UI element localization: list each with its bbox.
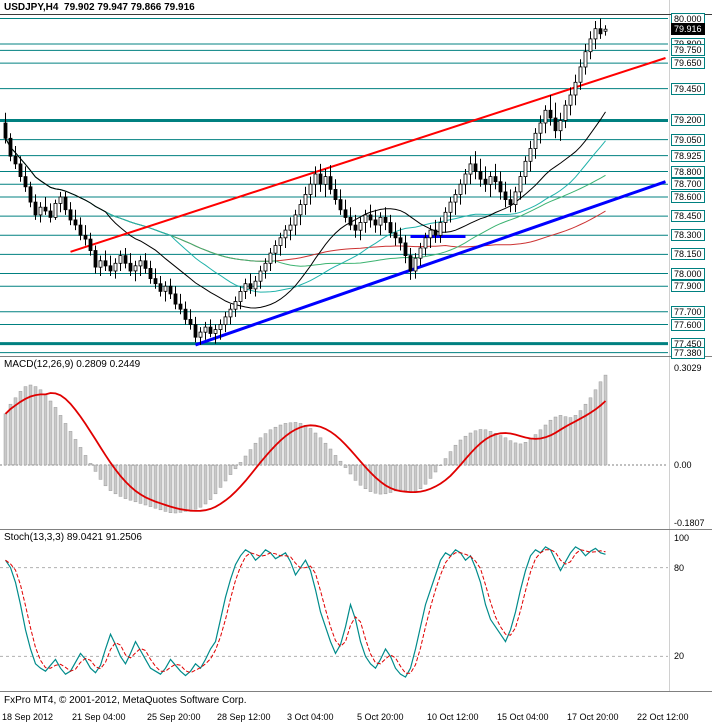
panel-divider-bottom xyxy=(0,691,712,692)
time-axis-label: 28 Sep 12:00 xyxy=(217,712,271,722)
stoch-main-line[interactable] xyxy=(5,546,606,678)
macd-panel[interactable] xyxy=(0,357,712,529)
current-price-label: 79.916 xyxy=(671,23,705,35)
stoch-scale-label: 100 xyxy=(673,533,691,543)
panel-divider-macd xyxy=(0,356,712,357)
time-axis[interactable]: 18 Sep 2012 21 Sep 04:00 25 Sep 20:00 28 Se… xyxy=(0,712,712,727)
time-axis-label: 10 Oct 12:00 xyxy=(427,712,479,722)
price-level-label: 78.000 xyxy=(671,268,705,280)
time-axis-label: 15 Oct 04:00 xyxy=(497,712,549,722)
stoch-indicator-title: Stoch(13,3,3) 89.0421 91.2506 xyxy=(4,532,142,543)
scale-divider xyxy=(669,0,670,691)
price-level-label: 79.450 xyxy=(671,83,705,95)
price-scale[interactable]: 80.00079.80079.75079.65079.45079.20079.0… xyxy=(670,0,712,359)
time-axis-label: 25 Sep 20:00 xyxy=(147,712,201,722)
chart-symbol-title: USDJPY,H4 79.902 79.947 79.866 79.916 xyxy=(4,2,195,13)
time-axis-label: 3 Oct 04:00 xyxy=(287,712,334,722)
red-ascending-trendline[interactable] xyxy=(70,57,666,253)
stoch-panel[interactable] xyxy=(0,530,712,691)
price-level-label: 78.150 xyxy=(671,248,705,260)
stoch-scale: 100 80 20 xyxy=(670,530,712,691)
blue-ascending-trendline[interactable] xyxy=(195,180,666,347)
price-level-label: 78.800 xyxy=(671,166,705,178)
time-axis-label: 21 Sep 04:00 xyxy=(72,712,126,722)
time-axis-label: 22 Oct 12:00 xyxy=(637,712,689,722)
time-axis-label: 17 Oct 20:00 xyxy=(567,712,619,722)
macd-signal-line[interactable] xyxy=(4,392,607,512)
macd-scale-label: -0.1807 xyxy=(673,518,706,528)
time-axis-label: 5 Oct 20:00 xyxy=(357,712,404,722)
copyright-text: FxPro MT4, © 2001-2012, MetaQuotes Softw… xyxy=(4,695,247,706)
price-level-label: 78.700 xyxy=(671,178,705,190)
price-level-label: 79.200 xyxy=(671,114,705,126)
panel-divider-stoch xyxy=(0,529,712,530)
chart-top-border xyxy=(0,14,712,15)
time-axis-label: 18 Sep 2012 xyxy=(2,712,54,722)
macd-scale-label: 0.3029 xyxy=(673,363,703,373)
stoch-scale-label: 80 xyxy=(673,563,686,573)
moving-average-line[interactable] xyxy=(5,111,606,309)
stoch-signal-line[interactable] xyxy=(5,549,606,674)
macd-scale-label: 0.00 xyxy=(673,460,693,470)
price-level-label: 77.700 xyxy=(671,306,705,318)
price-level-label: 77.380 xyxy=(671,347,705,359)
price-level-label: 80.000 xyxy=(671,13,705,25)
macd-histogram xyxy=(3,374,608,514)
price-level-label: 78.300 xyxy=(671,229,705,241)
price-level-label: 79.650 xyxy=(671,57,705,69)
macd-indicator-title: MACD(12,26,9) 0.2809 0.2449 xyxy=(4,359,141,370)
price-level-label: 79.750 xyxy=(671,44,705,56)
price-level-label: 77.600 xyxy=(671,319,705,331)
price-level-label: 78.925 xyxy=(671,150,705,162)
main-price-chart[interactable] xyxy=(0,0,712,356)
price-level-label: 78.450 xyxy=(671,210,705,222)
candlesticks xyxy=(3,18,608,345)
stoch-scale-label: 20 xyxy=(673,651,686,661)
price-level-label: 77.900 xyxy=(671,280,705,292)
price-level-label: 79.050 xyxy=(671,134,705,146)
price-level-label: 78.600 xyxy=(671,191,705,203)
macd-scale: 0.3029 0.00 -0.1807 xyxy=(670,357,712,529)
